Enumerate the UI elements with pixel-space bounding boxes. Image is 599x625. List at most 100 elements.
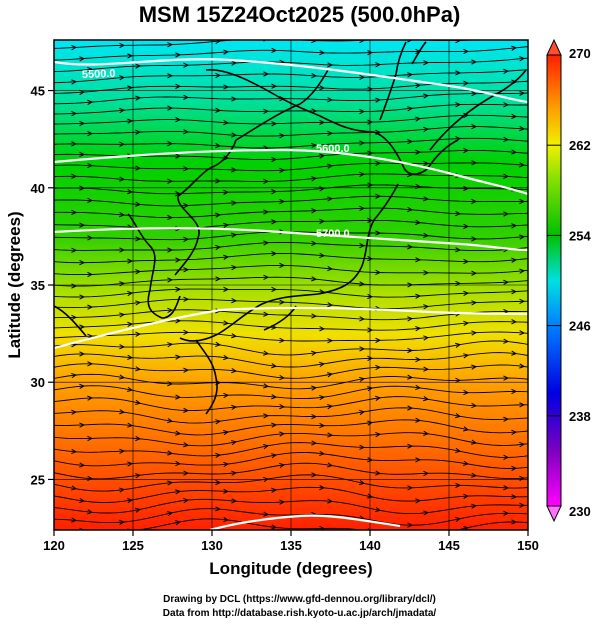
- streamline-arrow: [319, 326, 326, 332]
- streamline-arrow: [79, 185, 86, 191]
- streamline-arrow: [407, 282, 414, 288]
- colorbar-ticks: 230 238 246 254 262 270: [547, 46, 591, 519]
- streamline-arrow: [71, 44, 78, 51]
- streamline-arrow: [471, 270, 478, 276]
- streamline-arrow: [407, 374, 414, 380]
- streamline-arrow: [367, 182, 374, 188]
- streamline-arrow: [271, 286, 278, 293]
- streamline: [57, 518, 528, 530]
- streamline-arrow: [407, 244, 414, 250]
- streamline-arrow: [311, 73, 318, 79]
- streamline: [54, 103, 528, 115]
- streamline-arrow: [87, 304, 94, 310]
- streamline-arrow: [215, 178, 222, 184]
- streamline-arrow: [183, 166, 190, 172]
- streamline-arrow: [471, 364, 478, 370]
- streamline-arrow: [223, 430, 230, 436]
- streamline-arrow: [375, 62, 382, 68]
- streamline-arrow: [375, 97, 382, 103]
- streamline-arrow: [319, 484, 326, 491]
- y-tick-label: 45: [31, 84, 45, 99]
- streamline-arrow: [327, 404, 334, 410]
- streamline-arrow: [167, 417, 174, 424]
- streamline-arrow: [311, 176, 318, 182]
- streamline-arrow: [327, 372, 334, 378]
- streamline-arrow: [319, 394, 326, 401]
- streamline-arrow: [119, 212, 126, 218]
- streamline-arrow: [423, 196, 430, 202]
- y-tick-label: 25: [31, 472, 45, 487]
- streamline-arrow: [423, 470, 430, 477]
- streamline-arrow: [71, 409, 78, 415]
- streamline: [54, 57, 528, 73]
- streamline-arrow: [279, 337, 286, 344]
- streamline-arrow: [463, 185, 470, 192]
- streamline-arrow: [215, 341, 222, 347]
- streamline-arrow: [135, 473, 142, 479]
- streamline-arrow: [127, 422, 134, 428]
- streamline-arrow: [463, 48, 470, 55]
- streamline-arrow: [511, 149, 518, 155]
- streamline-arrow: [471, 123, 478, 130]
- streamline-arrow: [175, 520, 182, 526]
- streamline-arrow: [223, 222, 230, 228]
- grid-lines: [54, 40, 528, 530]
- streamline-arrow: [375, 470, 382, 476]
- streamline: [54, 452, 528, 469]
- streamline-arrow: [71, 247, 78, 253]
- streamline-arrow: [167, 178, 174, 184]
- streamline-arrow: [263, 311, 270, 317]
- streamline-arrow: [167, 277, 174, 283]
- streamline: [54, 419, 528, 436]
- streamline-arrow: [175, 394, 182, 400]
- contour-label-5600: 5600.0: [316, 143, 350, 155]
- streamline-arrow: [175, 460, 182, 467]
- streamline-arrow: [127, 354, 134, 360]
- streamline-arrow: [415, 326, 422, 332]
- streamline-arrow: [135, 300, 142, 306]
- streamline-arrow: [463, 493, 470, 499]
- x-tick-label: 135: [280, 538, 302, 553]
- streamline-arrow: [183, 296, 190, 302]
- streamline-arrow: [79, 462, 86, 468]
- streamline-arrow: [503, 68, 510, 74]
- streamline: [54, 276, 528, 287]
- streamline-arrow: [367, 327, 374, 333]
- height-contours: [54, 58, 528, 530]
- streamline-arrow: [423, 335, 430, 341]
- streamline-arrow: [279, 374, 286, 381]
- streamline-arrow: [271, 219, 278, 225]
- y-tick-label: 35: [31, 278, 45, 293]
- streamline: [54, 373, 528, 390]
- streamline-arrow: [271, 47, 278, 53]
- streamline-arrow: [279, 404, 286, 410]
- streamline-arrow: [327, 338, 334, 344]
- streamline-arrow: [183, 442, 190, 448]
- streamline-arrow: [71, 517, 78, 523]
- streamline-arrow: [455, 412, 462, 419]
- streamline-arrow: [223, 84, 230, 90]
- streamline-arrow: [407, 405, 414, 411]
- streamline-arrow: [135, 435, 142, 442]
- streamline-arrow: [311, 440, 318, 446]
- streamline-arrow: [423, 232, 430, 238]
- streamline-arrow: [311, 276, 318, 282]
- streamline-arrow: [367, 293, 374, 300]
- streamline-arrow: [87, 395, 94, 401]
- streamline-arrow: [175, 153, 182, 159]
- contour-5500: [54, 58, 528, 104]
- streamline-arrow: [375, 506, 382, 513]
- streamline-arrow: [319, 119, 326, 126]
- streamline-arrow: [327, 163, 334, 169]
- streamline-arrow: [367, 457, 374, 463]
- streamline-arrow: [327, 230, 334, 236]
- streamline-arrow: [375, 431, 382, 438]
- streamline-arrow: [263, 476, 270, 483]
- streamline-arrow: [423, 396, 430, 402]
- streamline-arrow: [231, 440, 238, 446]
- streamline-arrow: [183, 203, 190, 209]
- streamline-arrow: [311, 385, 318, 391]
- streamline-arrow: [503, 102, 510, 108]
- streamline-arrow: [271, 83, 278, 89]
